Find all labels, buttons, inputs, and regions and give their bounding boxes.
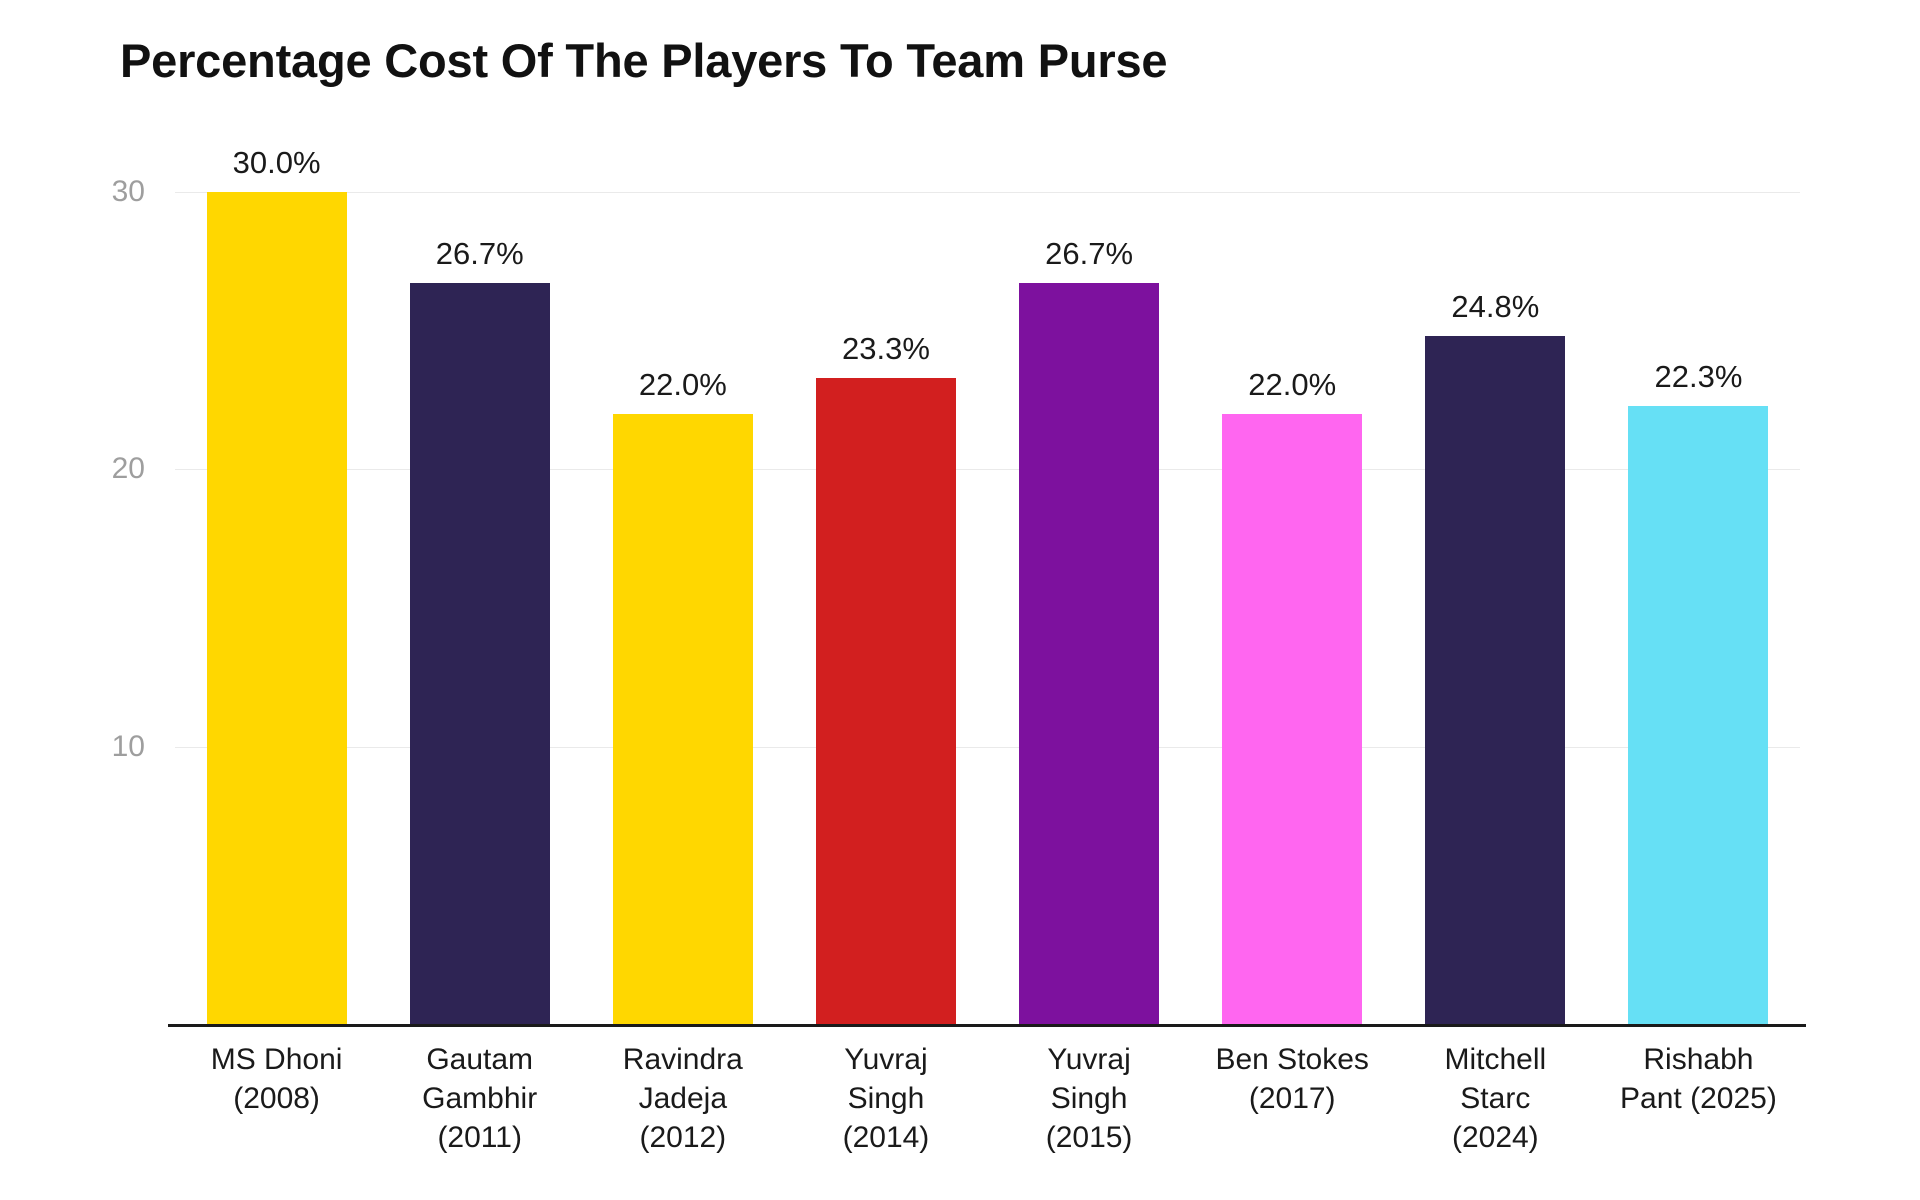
bar[interactable] (815, 377, 956, 1025)
chart-title: Percentage Cost Of The Players To Team P… (120, 34, 1168, 87)
x-category-label: MS Dhoni (2008) (175, 1040, 378, 1118)
gridline-10 (175, 747, 1800, 749)
x-category-label-line: (2011) (437, 1121, 522, 1154)
x-category-label-line: Yuvraj (1047, 1043, 1131, 1076)
bar-slot: 22.0% (581, 150, 784, 1025)
bar-slot: 24.8% (1394, 150, 1597, 1025)
bar[interactable] (409, 283, 550, 1025)
x-category-label-line: Singh (847, 1082, 925, 1115)
bar[interactable] (1222, 413, 1363, 1025)
x-category-label: Ben Stokes (2017) (1191, 1040, 1394, 1118)
bar-value-label: 26.7% (435, 236, 524, 272)
x-category-label-line: (2012) (639, 1121, 727, 1154)
y-tick-label: 10 (111, 730, 145, 764)
bar-value-label: 30.0% (232, 144, 321, 180)
gridline-20 (175, 469, 1800, 471)
bar-slot: 22.0% (1191, 150, 1394, 1025)
bar-value-label: 23.3% (841, 330, 930, 366)
x-category-label-line: Gambhir (422, 1082, 538, 1115)
x-category-label-line: Yuvraj (844, 1043, 928, 1076)
x-category-label-line: (2024) (1451, 1121, 1539, 1154)
x-category-label: Yuvraj Singh (2014) (784, 1040, 987, 1157)
bar-slot: 26.7% (988, 150, 1191, 1025)
x-category-label: Mitchell Starc (2024) (1394, 1040, 1597, 1157)
y-tick-label: 20 (111, 452, 145, 486)
bar[interactable] (1425, 336, 1566, 1025)
x-category-label-line: (2014) (842, 1121, 930, 1154)
x-category-label-line: Pant (2025) (1620, 1082, 1777, 1115)
x-category-label-line: Starc (1460, 1082, 1531, 1115)
bar-value-label: 24.8% (1451, 289, 1540, 325)
x-category-label-line: (2008) (233, 1082, 320, 1115)
x-category-label-line: Jadeja (638, 1082, 728, 1115)
bar[interactable] (1019, 283, 1160, 1025)
bar[interactable] (612, 413, 753, 1025)
bar-value-label: 22.0% (638, 366, 727, 402)
x-category-label-line: Rishabh (1643, 1043, 1754, 1076)
x-category-label-line: (2017) (1248, 1082, 1336, 1115)
bar-slot: 26.7% (378, 150, 581, 1025)
bar-value-label: 26.7% (1045, 236, 1134, 272)
bar-slot: 22.3% (1597, 150, 1800, 1025)
x-category-label: Yuvraj Singh (2015) (988, 1040, 1191, 1157)
x-category-label-line: MS Dhoni (210, 1043, 343, 1076)
bar-slot: 23.3% (784, 150, 987, 1025)
x-category-label-line: Ravindra (622, 1043, 743, 1076)
x-category-label-line: (2015) (1045, 1121, 1133, 1154)
x-category-label: Ravindra Jadeja (2012) (581, 1040, 784, 1157)
bar[interactable] (1628, 405, 1769, 1025)
y-tick-label: 30 (111, 174, 145, 208)
bar-slot: 30.0% (175, 145, 378, 1025)
x-category-label-line: Singh (1050, 1082, 1128, 1115)
x-category-label-line: Ben Stokes (1215, 1043, 1369, 1076)
x-category-label-line: Mitchell (1444, 1043, 1547, 1076)
bar-value-label: 22.0% (1248, 366, 1337, 402)
x-category-label: Rishabh Pant (2025) (1597, 1040, 1800, 1118)
x-category-label: Gautam Gambhir (2011) (378, 1040, 581, 1157)
bar[interactable] (206, 191, 347, 1025)
bar-value-label: 22.3% (1654, 358, 1743, 394)
plot-area (175, 150, 1800, 1025)
x-category-label-line: Gautam (426, 1043, 534, 1076)
x-axis-line (168, 1024, 1806, 1027)
bar-series: 30.0% 26.7% 22.0% 23.3% 26.7% 22.0% 24.8% 22.3% (175, 145, 1800, 1025)
x-axis-category-labels: MS Dhoni (2008) Gautam Gambhir (2011) Ravindr… (175, 1040, 1800, 1180)
gridline-30 (175, 191, 1800, 193)
